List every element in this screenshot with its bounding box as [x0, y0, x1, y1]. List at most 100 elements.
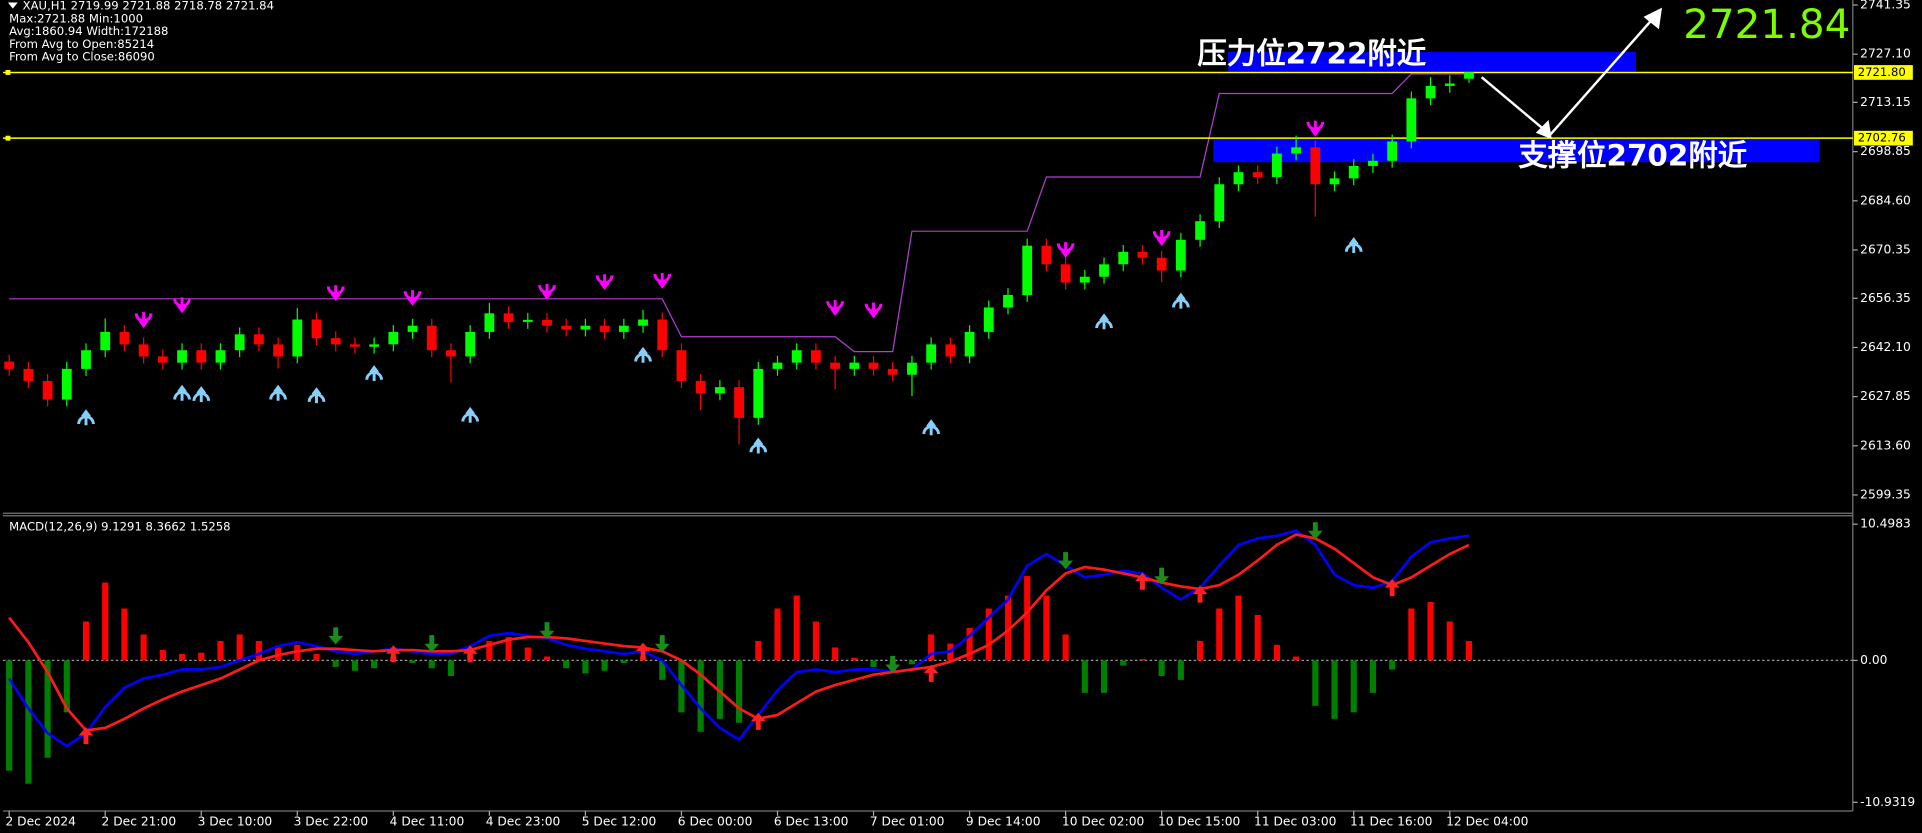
histogram-bar — [159, 650, 166, 661]
candle-body — [273, 344, 283, 357]
buy-signal — [1095, 313, 1113, 330]
histogram-bar — [601, 660, 608, 671]
histogram-bar — [82, 621, 90, 661]
histogram-bar — [332, 660, 339, 667]
histogram-bar — [1465, 640, 1473, 661]
histogram-bar — [1024, 576, 1031, 661]
down-arrow — [424, 635, 440, 653]
candle-body — [753, 368, 764, 418]
x-tick-label: 6 Dec 00:00 — [678, 814, 753, 828]
candle-body — [1060, 264, 1071, 283]
buy-signal — [1344, 237, 1363, 254]
candle-body — [61, 368, 72, 400]
candle-body — [695, 380, 706, 394]
sell-signal — [595, 274, 614, 291]
histogram-bar — [928, 634, 935, 661]
histogram-bar — [908, 660, 916, 665]
candle-body — [1137, 251, 1148, 258]
up-arrow — [1135, 572, 1150, 590]
x-tick-label: 2 Dec 21:00 — [102, 814, 177, 828]
x-tick-label: 11 Dec 03:00 — [1254, 814, 1336, 828]
histogram-bar — [697, 660, 704, 732]
down-arrow — [885, 655, 901, 674]
histogram-bar — [1389, 660, 1396, 670]
histogram-bar — [63, 660, 70, 713]
histogram-bar — [140, 634, 147, 661]
x-tick-label: 2 Dec 2024 — [6, 814, 77, 828]
y-tick-label: 2713.15 — [1860, 95, 1911, 109]
histogram-bar — [985, 608, 992, 661]
candle-body — [330, 338, 341, 345]
histogram-bar — [1254, 614, 1261, 661]
histogram-bar — [832, 647, 839, 661]
x-tick-label: 10 Dec 15:00 — [1158, 814, 1240, 828]
candle-body — [522, 319, 533, 322]
header-text: XAU,H1 2719.99 2721.88 2718.78 2721.84 — [23, 0, 274, 13]
histogram-bar — [716, 660, 723, 719]
x-tick-label: 6 Dec 13:00 — [774, 814, 849, 828]
candle-body — [791, 350, 802, 363]
histogram-bar — [1043, 595, 1050, 661]
histogram-bar — [178, 653, 186, 661]
histogram-bar — [1331, 660, 1338, 719]
histogram-bar — [1293, 656, 1300, 661]
candle-body — [657, 319, 668, 351]
y-tick-label: 0.00 — [1860, 653, 1887, 667]
candle-body — [1022, 245, 1033, 296]
histogram-bar — [351, 660, 358, 671]
sell-signal — [826, 300, 844, 317]
macd-line — [8, 529, 1470, 748]
y-tick-label: 2698.85 — [1860, 144, 1911, 158]
down-arrow — [1307, 522, 1323, 540]
histogram-bar — [563, 660, 570, 669]
candle-body — [81, 350, 91, 369]
buy-signal — [269, 384, 287, 401]
histogram-bar — [236, 634, 243, 661]
down-arrow — [654, 635, 670, 653]
sell-signal — [403, 290, 422, 307]
histogram-bar — [371, 660, 378, 669]
histogram-bar — [102, 582, 109, 661]
histogram-bar — [1177, 660, 1184, 680]
x-tick-label: 4 Dec 11:00 — [390, 814, 465, 828]
sell-signal — [1306, 120, 1325, 137]
candle-body — [1444, 83, 1455, 86]
histogram-bar — [1446, 621, 1453, 661]
histogram-bar — [486, 640, 493, 661]
header-text: Max:2721.88 Min:1000 — [9, 11, 143, 25]
candle-body — [638, 319, 648, 326]
histogram-bar — [409, 660, 416, 664]
candle-body — [311, 319, 322, 339]
up-arrow — [385, 645, 401, 663]
buy-signal — [461, 406, 479, 423]
y-tick-label: 2727.10 — [1860, 47, 1911, 61]
header-text: Avg:1860.94 Width:172188 — [9, 24, 168, 38]
candle-body — [907, 362, 917, 375]
histogram-bar — [793, 595, 800, 661]
candle-body — [388, 331, 399, 345]
histogram-bar — [198, 652, 205, 661]
zone — [1228, 51, 1636, 72]
x-tick-label: 4 Dec 23:00 — [486, 814, 561, 828]
histogram-bar — [966, 627, 973, 661]
up-arrow — [750, 712, 766, 730]
histogram-bar — [659, 660, 666, 680]
candle-body — [580, 325, 591, 330]
candle-body — [983, 307, 994, 332]
candle-body — [599, 325, 610, 332]
sell-signal — [1056, 242, 1075, 259]
candle-body — [926, 344, 937, 363]
candle-body — [1079, 276, 1090, 283]
histogram-bar — [1408, 608, 1415, 661]
histogram-bar — [1139, 659, 1146, 661]
candle-body — [100, 331, 111, 351]
level-handle — [5, 135, 11, 141]
candle-body — [542, 319, 552, 326]
header-text: From Avg to Open:85214 — [9, 37, 154, 51]
candle-body — [1272, 153, 1282, 178]
histogram-bar — [447, 660, 455, 676]
arrow-line — [1480, 76, 1552, 136]
candle-body — [369, 344, 380, 347]
candle-body — [849, 362, 860, 369]
